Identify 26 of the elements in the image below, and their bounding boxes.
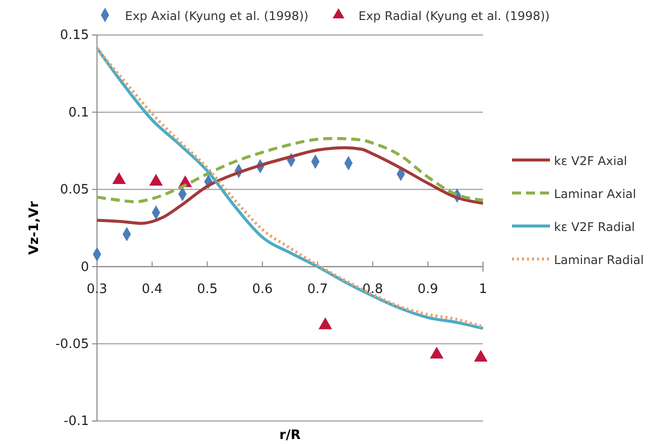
y-tick-label: 0.1 xyxy=(68,105,89,120)
x-axis-title: r/R xyxy=(279,428,301,443)
line-series xyxy=(96,146,484,225)
x-tick-label: 0.5 xyxy=(196,282,218,297)
y-tick-label: -0.1 xyxy=(64,414,89,430)
legend-label: Exp Radial (Kyung et al. (1998)) xyxy=(358,9,550,23)
legend-label: kε V2F Radial xyxy=(554,220,635,234)
point xyxy=(430,346,444,359)
x-tick-label: 0.7 xyxy=(307,282,328,297)
legend-label: Laminar Radial xyxy=(554,253,644,267)
x-tick-label: 0.3 xyxy=(86,282,108,297)
legend-label: kε V2F Axial xyxy=(554,154,628,168)
x-tick-label: 0.6 xyxy=(252,282,273,297)
point xyxy=(474,350,488,362)
x-tick-label: 0.4 xyxy=(142,282,162,297)
y-axis-title: Vz-1,Vr xyxy=(27,200,42,255)
x-tick-label: 0.9 xyxy=(418,282,438,297)
line-series xyxy=(96,136,484,204)
y-tick-label: 0.15 xyxy=(60,28,89,44)
x-tick-label: 1 xyxy=(478,282,488,297)
legend-label: Exp Axial (Kyung et al. (1998)) xyxy=(125,9,308,23)
legend-label: Laminar Axial xyxy=(554,187,636,201)
y-tick-label: -0.05 xyxy=(55,336,89,352)
y-tick-label: 0.05 xyxy=(60,182,89,198)
point xyxy=(318,317,332,330)
y-tick-label: 0 xyxy=(80,260,89,275)
